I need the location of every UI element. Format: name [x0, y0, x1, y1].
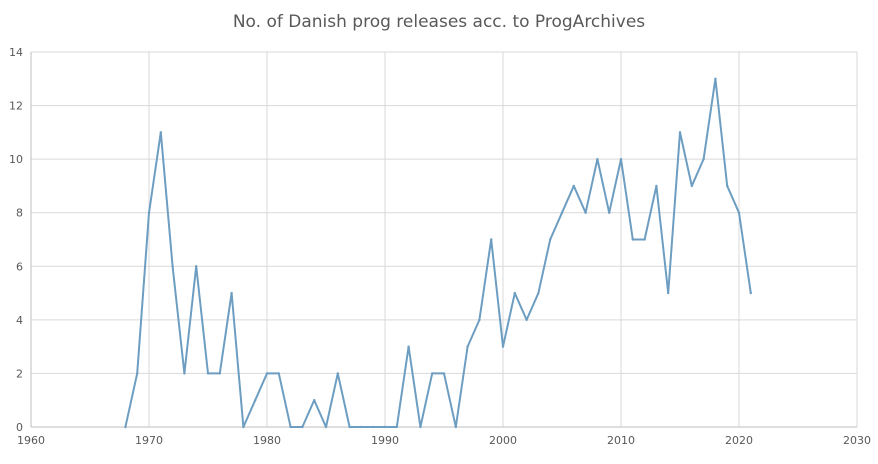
y-tick-label: 2: [16, 367, 23, 380]
data-point: [525, 318, 528, 322]
data-point: [206, 372, 210, 375]
x-tick-label: 1980: [253, 434, 281, 447]
data-point: [419, 425, 422, 429]
data-point: [230, 291, 233, 295]
data-point: [159, 131, 162, 134]
data-point: [655, 184, 658, 188]
data-point: [631, 238, 634, 241]
y-tick-label: 6: [16, 260, 23, 273]
y-tick-label: 12: [9, 100, 23, 113]
data-point: [442, 372, 446, 375]
data-point: [549, 238, 552, 241]
data-point: [572, 184, 575, 188]
data-point: [254, 399, 257, 402]
data-point: [478, 318, 481, 322]
data-point: [490, 238, 493, 241]
data-point: [301, 425, 304, 429]
data-point: [336, 372, 339, 375]
y-tick-label: 0: [16, 421, 23, 434]
data-point: [619, 157, 623, 161]
x-tick-label: 2010: [607, 434, 635, 447]
y-tick-label: 4: [16, 314, 23, 327]
data-point: [608, 211, 611, 214]
x-tick-label: 1970: [135, 434, 163, 447]
series-line: [124, 77, 752, 428]
data-point: [277, 372, 280, 375]
data-point: [265, 372, 269, 375]
data-point: [454, 425, 457, 429]
y-tick-label: 8: [16, 207, 23, 220]
data-point: [667, 291, 670, 295]
data-point: [726, 184, 729, 188]
data-point: [289, 425, 292, 429]
data-point: [348, 425, 351, 429]
data-point: [313, 399, 316, 402]
x-tick-label: 1990: [371, 434, 399, 447]
data-point: [195, 265, 198, 268]
data-point: [183, 372, 186, 375]
data-point: [596, 157, 599, 161]
data-point: [218, 372, 221, 375]
data-point: [702, 157, 705, 161]
data-point: [749, 291, 752, 295]
data-point: [678, 131, 682, 134]
data-point: [171, 265, 174, 268]
data-point: [584, 211, 587, 214]
data-point: [136, 372, 139, 375]
data-point: [124, 425, 127, 429]
data-point: [147, 211, 151, 214]
data-point: [372, 425, 375, 429]
chart-title: No. of Danish prog releases acc. to Prog…: [232, 12, 646, 32]
data-point: [643, 238, 646, 241]
data-point: [537, 291, 540, 295]
data-point: [737, 211, 741, 214]
data-point: [407, 345, 410, 348]
x-tick-label: 2030: [843, 434, 871, 447]
data-point: [324, 425, 328, 429]
data-point: [501, 345, 505, 348]
data-point: [360, 425, 363, 429]
data-point: [395, 425, 398, 429]
y-tick-label: 14: [9, 46, 23, 59]
data-point: [242, 425, 245, 429]
data-point: [513, 291, 516, 295]
data-point: [431, 372, 434, 375]
x-tick-label: 2020: [725, 434, 753, 447]
data-point: [690, 184, 693, 188]
data-point: [560, 211, 564, 214]
data-point: [466, 345, 469, 348]
y-tick-label: 10: [9, 153, 23, 166]
x-tick-label: 1960: [17, 434, 45, 447]
data-point: [383, 425, 387, 429]
x-tick-label: 2000: [489, 434, 517, 447]
data-point: [714, 77, 717, 80]
